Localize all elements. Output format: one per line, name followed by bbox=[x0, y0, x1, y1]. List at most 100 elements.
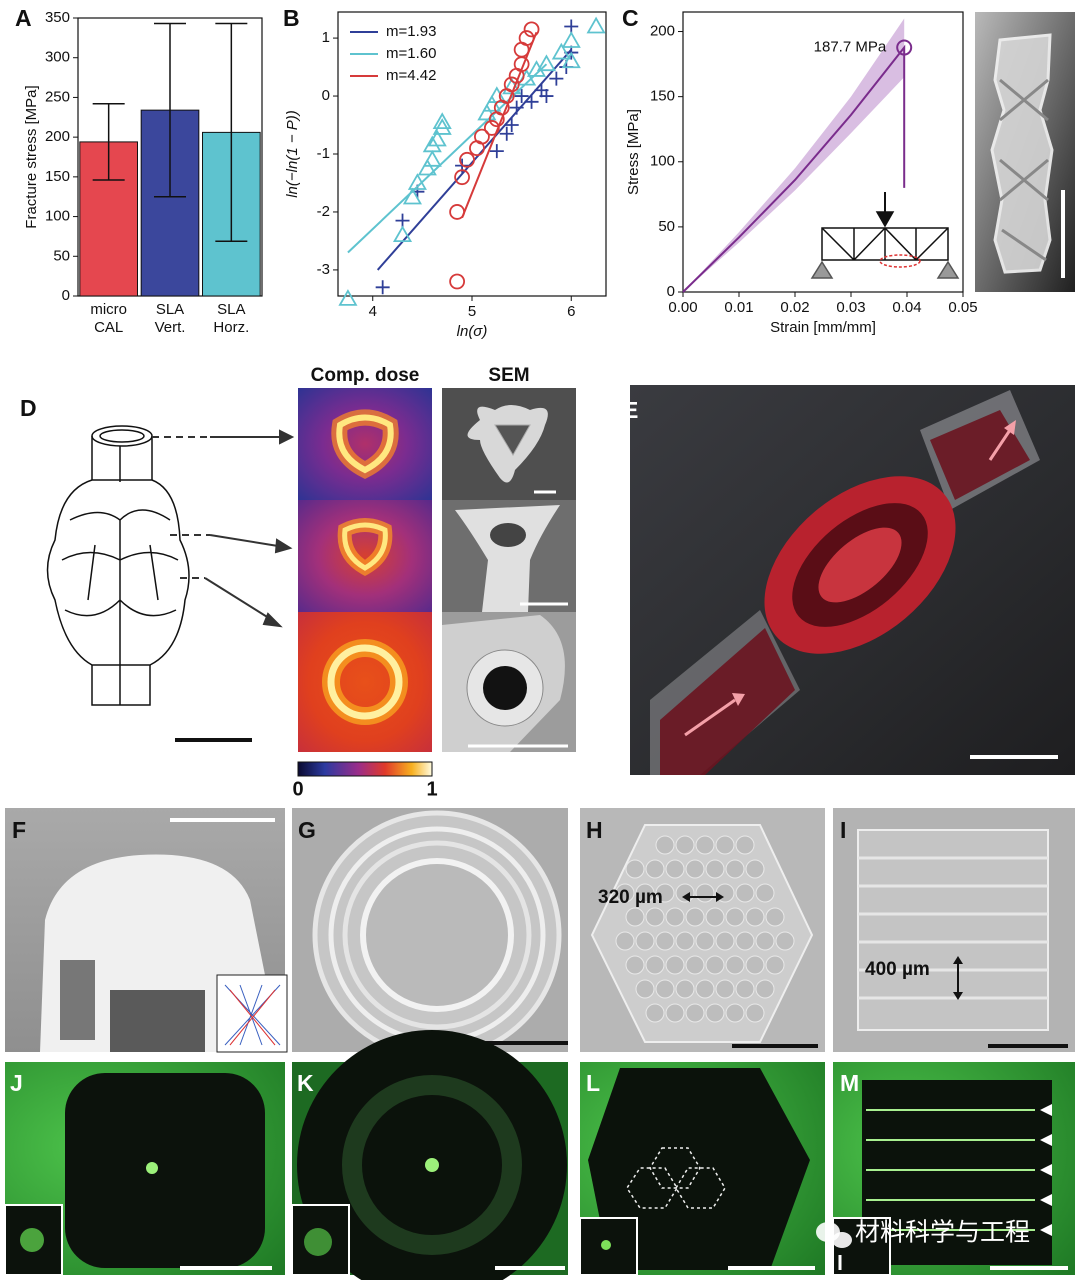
point bbox=[586, 16, 606, 34]
point bbox=[392, 225, 413, 243]
point bbox=[449, 204, 466, 220]
dimension-label: 400 µm bbox=[865, 959, 930, 980]
x-tick-label: 0.04 bbox=[892, 299, 921, 316]
point bbox=[503, 76, 520, 93]
lenslet bbox=[635, 979, 655, 999]
dose-maps bbox=[297, 388, 433, 777]
y-tick-label: 50 bbox=[53, 247, 70, 264]
point bbox=[483, 120, 500, 136]
x-tick-label: 0.00 bbox=[668, 299, 697, 316]
vessel-schematic bbox=[46, 425, 190, 706]
lenslet bbox=[645, 955, 665, 975]
lenslet bbox=[615, 931, 635, 951]
lenslet bbox=[755, 931, 775, 951]
lenslet bbox=[705, 907, 725, 927]
lenslet bbox=[615, 883, 635, 903]
lenslet bbox=[625, 955, 645, 975]
x-tick-label: 4 bbox=[369, 303, 377, 320]
lenslet bbox=[665, 859, 685, 879]
lenslet bbox=[765, 907, 785, 927]
error-bar bbox=[154, 22, 186, 198]
point bbox=[482, 94, 502, 112]
lenslet bbox=[705, 955, 725, 975]
lenslet bbox=[675, 835, 695, 855]
point bbox=[474, 128, 490, 145]
x-axis-label: ln(σ) bbox=[457, 323, 488, 340]
x-tick-label: micro CAL bbox=[90, 301, 127, 336]
point bbox=[459, 151, 475, 168]
y-tick-label: -3 bbox=[317, 261, 330, 278]
panel-label: H bbox=[586, 817, 603, 843]
line bbox=[682, 44, 906, 293]
lenslet bbox=[705, 1003, 725, 1023]
lenslet bbox=[675, 979, 695, 999]
x-tick-label: 6 bbox=[567, 303, 575, 320]
column-title: Comp. dose bbox=[311, 365, 420, 386]
lenslet bbox=[665, 955, 685, 975]
y-axis-label: Stress [MPa] bbox=[625, 109, 642, 195]
point bbox=[549, 71, 564, 86]
point bbox=[526, 60, 547, 77]
lenslet bbox=[635, 883, 655, 903]
colorbar-tick-label: 1 bbox=[426, 778, 437, 800]
lenslet bbox=[715, 979, 735, 999]
y-tick-label: 100 bbox=[45, 208, 70, 225]
error-bar bbox=[92, 103, 125, 181]
panel-label: F bbox=[12, 817, 26, 843]
y-tick-label: -1 bbox=[317, 145, 330, 162]
point bbox=[564, 19, 579, 34]
truss-diagram bbox=[810, 192, 960, 279]
lenslet bbox=[755, 883, 775, 903]
y-tick-label: 1 bbox=[322, 29, 330, 46]
lenslet bbox=[655, 883, 675, 903]
lenslet bbox=[695, 931, 715, 951]
point bbox=[561, 31, 581, 48]
x-tick-label: 0.03 bbox=[836, 299, 865, 316]
photo-lattice bbox=[975, 12, 1075, 292]
lenslet bbox=[695, 883, 715, 903]
fluorescence-images bbox=[4, 1030, 1075, 1280]
lenslet bbox=[755, 979, 775, 999]
x-tick-label: SLA Horz. bbox=[213, 301, 249, 336]
y-tick-label: 300 bbox=[45, 49, 70, 66]
lenslet bbox=[735, 835, 755, 855]
point bbox=[407, 173, 427, 190]
x-tick-label: 0.02 bbox=[780, 299, 809, 316]
point bbox=[402, 187, 422, 205]
lenslet bbox=[765, 955, 785, 975]
point bbox=[338, 289, 358, 306]
y-tick-label: 0 bbox=[667, 283, 675, 300]
point bbox=[422, 149, 442, 167]
y-axis-label: ln(−ln(1 − P)) bbox=[284, 110, 301, 198]
lenslet bbox=[625, 907, 645, 927]
lenslet bbox=[745, 907, 765, 927]
point bbox=[489, 144, 504, 159]
panel-label: C bbox=[622, 5, 639, 31]
x-axis-label: Strain [mm/mm] bbox=[770, 319, 876, 336]
lenslet bbox=[705, 859, 725, 879]
y-tick-label: 100 bbox=[650, 153, 675, 170]
photo-rings bbox=[292, 808, 568, 1060]
lenslet bbox=[665, 1003, 685, 1023]
y-tick-label: 200 bbox=[45, 128, 70, 145]
lenslet bbox=[685, 859, 705, 879]
photo-lens bbox=[5, 808, 288, 1053]
lenslet bbox=[675, 931, 695, 951]
lenslet bbox=[655, 835, 675, 855]
point bbox=[432, 112, 452, 130]
point bbox=[536, 54, 556, 72]
panel-label: B bbox=[283, 5, 300, 31]
y-tick-label: 0 bbox=[322, 87, 330, 104]
x-tick-label: 0.05 bbox=[948, 299, 977, 316]
y-axis-label: Fracture stress [MPa] bbox=[23, 85, 40, 228]
lenslet bbox=[645, 859, 665, 879]
fit-line bbox=[347, 63, 548, 254]
lenslet bbox=[625, 859, 645, 879]
lenslet bbox=[685, 907, 705, 927]
panel-label: M bbox=[840, 1070, 859, 1096]
y-tick-label: 200 bbox=[650, 23, 675, 40]
arrows bbox=[152, 429, 295, 742]
lenslet bbox=[725, 859, 745, 879]
lenslet bbox=[685, 1003, 705, 1023]
